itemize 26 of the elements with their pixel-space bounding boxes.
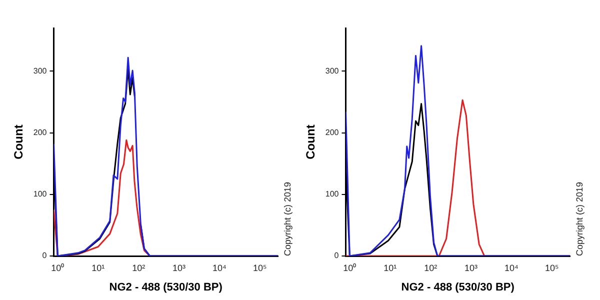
x-tick-label: 10¹	[92, 262, 105, 273]
y-tick-label: 0	[42, 251, 48, 260]
x-axis-title: NG2 - 488 (530/30 BP)	[109, 281, 223, 294]
y-tick-label: 300	[325, 66, 340, 76]
y-tick-label: 200	[325, 128, 340, 137]
x-tick-label: 10⁰	[51, 262, 64, 273]
x-tick-label: 10²	[132, 262, 146, 273]
y-axis-title: Count	[12, 124, 26, 160]
x-tick-label: 10¹	[384, 262, 397, 273]
x-tick-label: 10⁵	[253, 262, 268, 273]
x-tick-label: 10³	[172, 262, 186, 273]
text: Copyright (c) 2019	[574, 182, 584, 256]
x-tick-label: 10⁴	[504, 262, 519, 273]
y-tick-label: 300	[33, 66, 48, 76]
x-axis-title: NG2 - 488 (530/30 BP)	[401, 281, 515, 294]
x-tick-label: 10⁰	[343, 262, 356, 273]
text: Copyright (c) 2019	[282, 182, 292, 256]
x-tick-label: 10⁵	[545, 262, 560, 273]
y-tick-label: 200	[33, 128, 48, 137]
y-tick-label: 100	[33, 190, 48, 199]
y-axis-title: Count	[304, 124, 318, 160]
y-tick-label: 100	[325, 190, 340, 199]
x-tick-label: 10³	[464, 262, 478, 273]
x-tick-label: 10²	[424, 262, 438, 273]
y-tick-label: 0	[334, 251, 340, 260]
x-tick-label: 10⁴	[212, 262, 227, 273]
